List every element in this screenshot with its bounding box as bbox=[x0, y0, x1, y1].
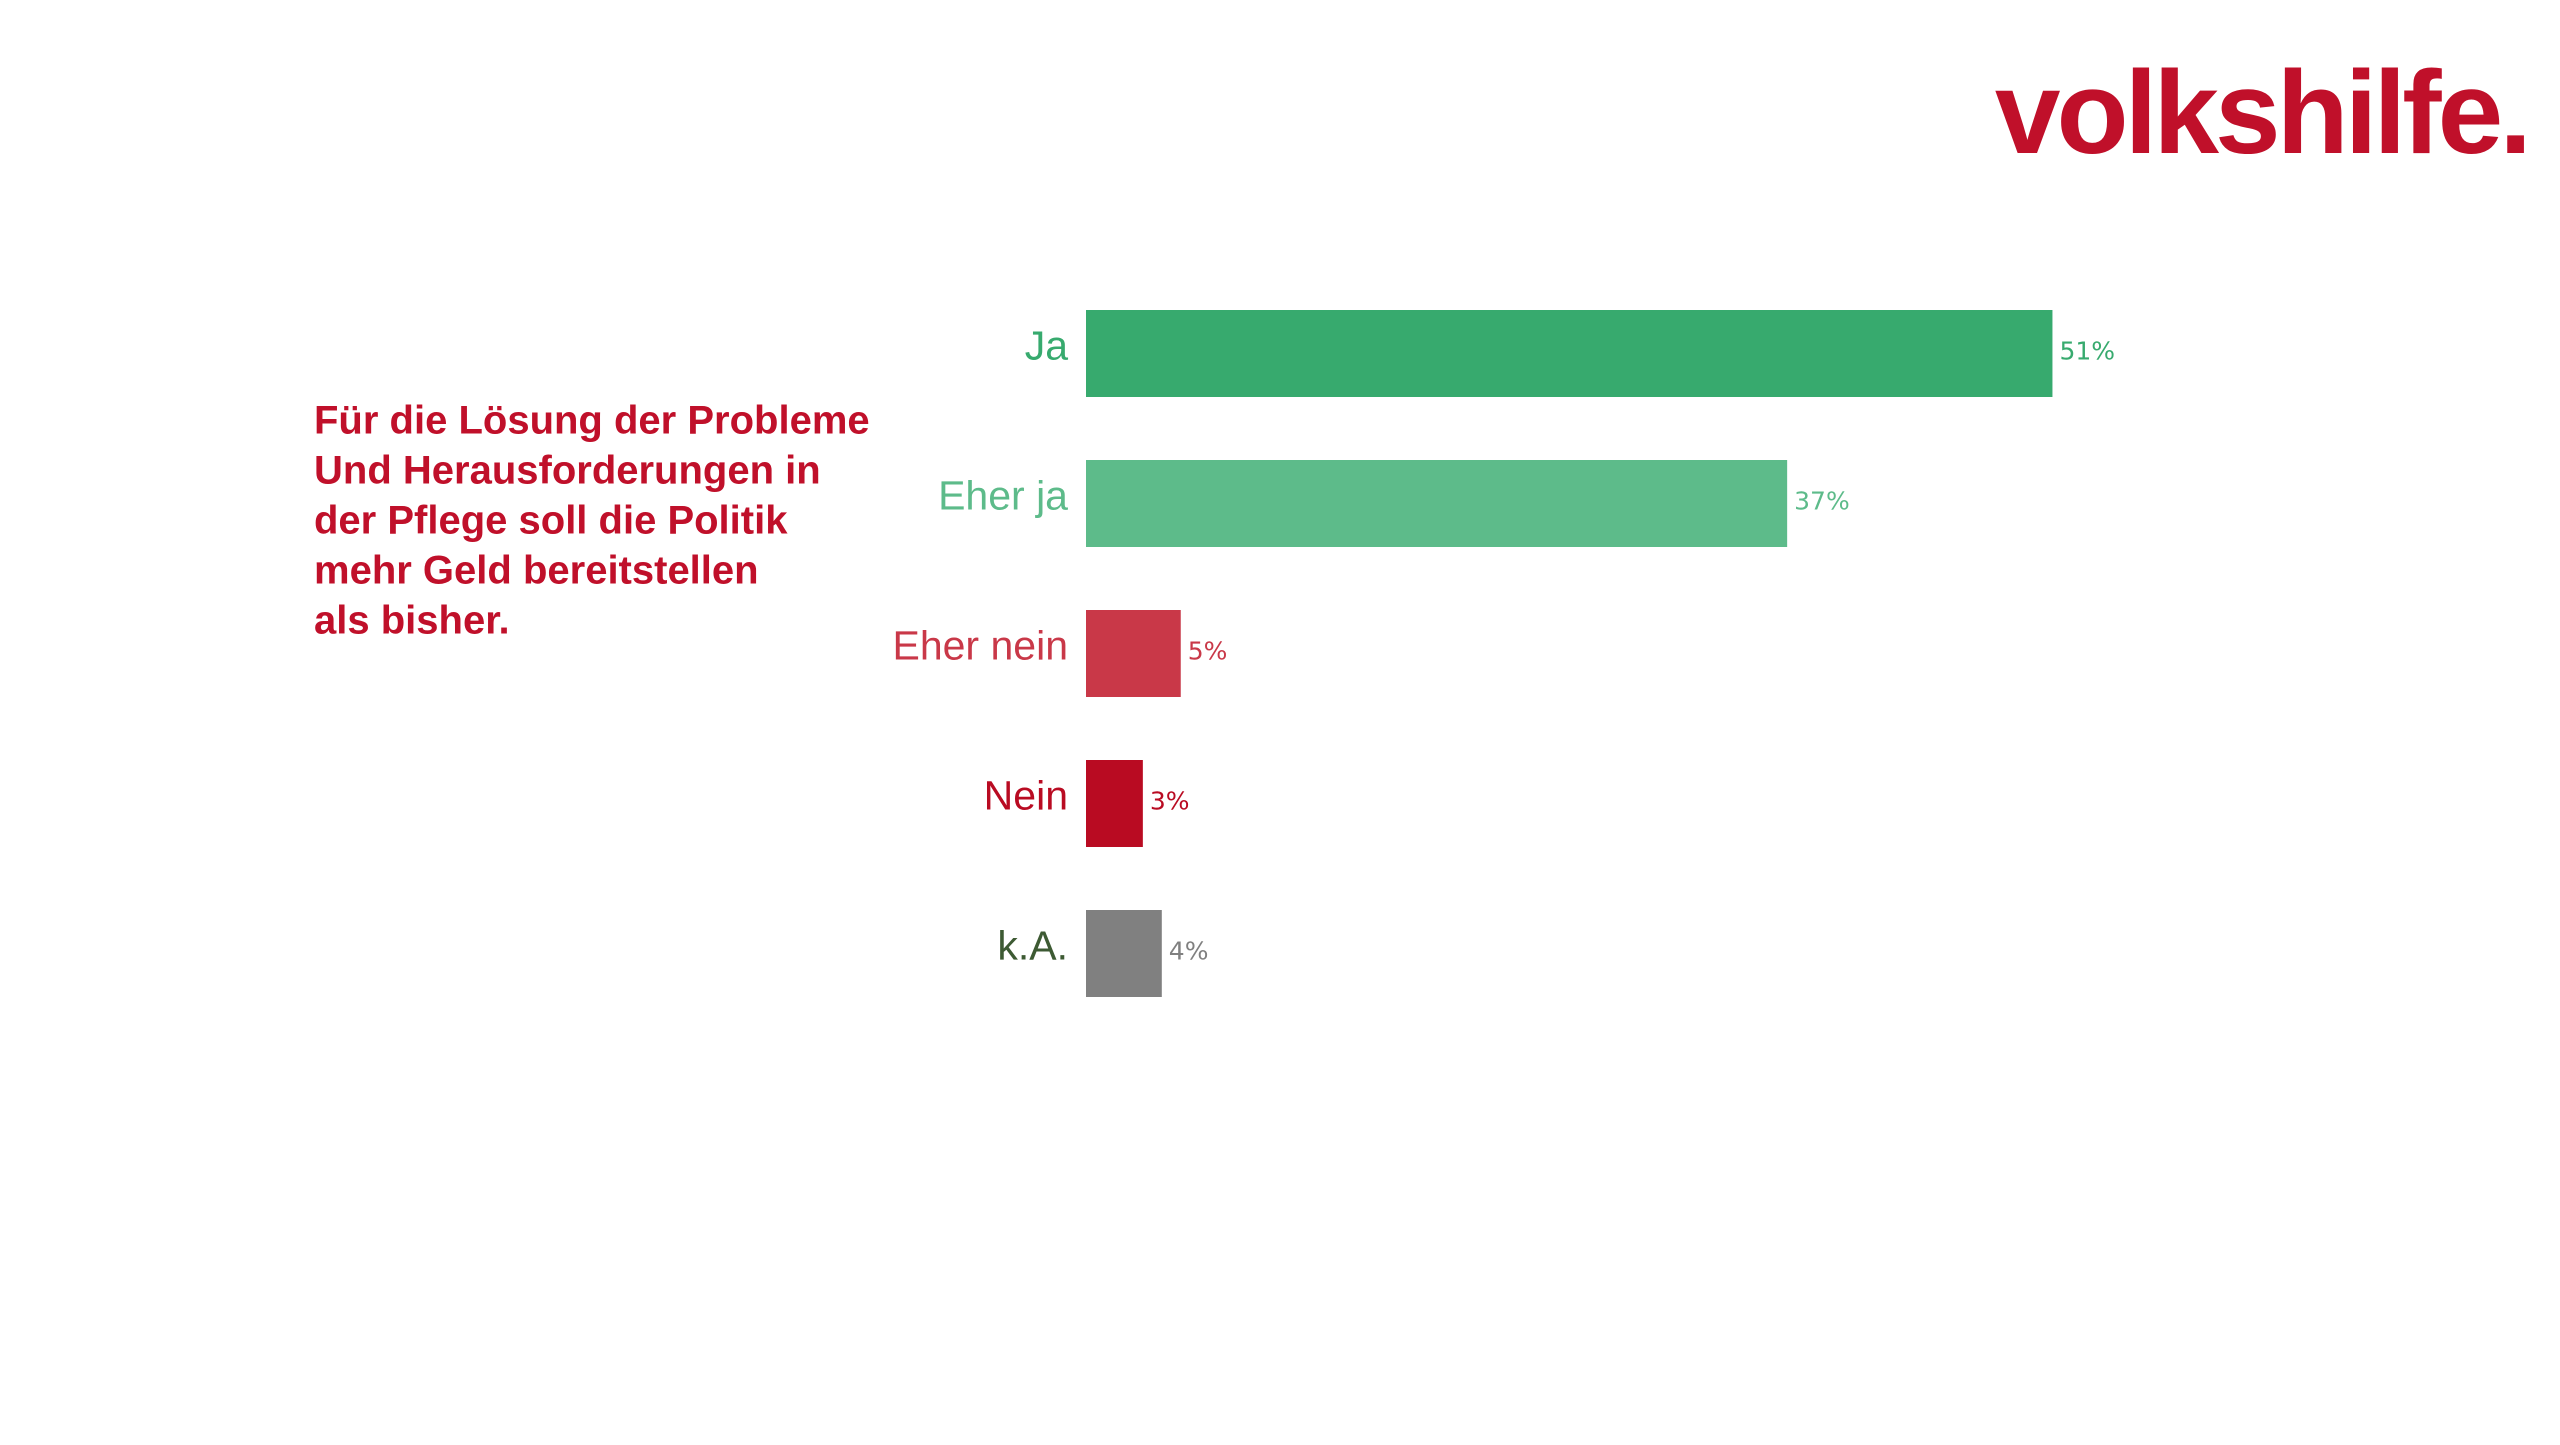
category-label: Nein bbox=[984, 772, 1068, 818]
category-label: Eher ja bbox=[938, 472, 1068, 518]
value-label: 37% bbox=[1794, 487, 1850, 516]
chart-title: Für die Lösung der Probleme bbox=[314, 399, 870, 443]
chart-title: Und Herausforderungen in bbox=[314, 449, 821, 493]
bar bbox=[1086, 460, 1788, 547]
bar bbox=[1086, 760, 1143, 847]
bar bbox=[1086, 610, 1181, 697]
category-label: k.A. bbox=[997, 922, 1068, 968]
value-label: 4% bbox=[1169, 937, 1209, 966]
category-label: Eher nein bbox=[892, 622, 1068, 668]
logo: volkshilfe. bbox=[1995, 47, 2528, 179]
value-label: 5% bbox=[1188, 637, 1228, 666]
value-label: 3% bbox=[1150, 787, 1190, 816]
chart-title: als bisher. bbox=[314, 599, 510, 643]
chart-title: der Pflege soll die Politik bbox=[314, 499, 788, 543]
category-label: Ja bbox=[1025, 322, 1069, 368]
value-label: 51% bbox=[2059, 337, 2115, 366]
chart-title: mehr Geld bereitstellen bbox=[314, 549, 759, 593]
bar bbox=[1086, 910, 1162, 997]
bar bbox=[1086, 310, 2053, 397]
